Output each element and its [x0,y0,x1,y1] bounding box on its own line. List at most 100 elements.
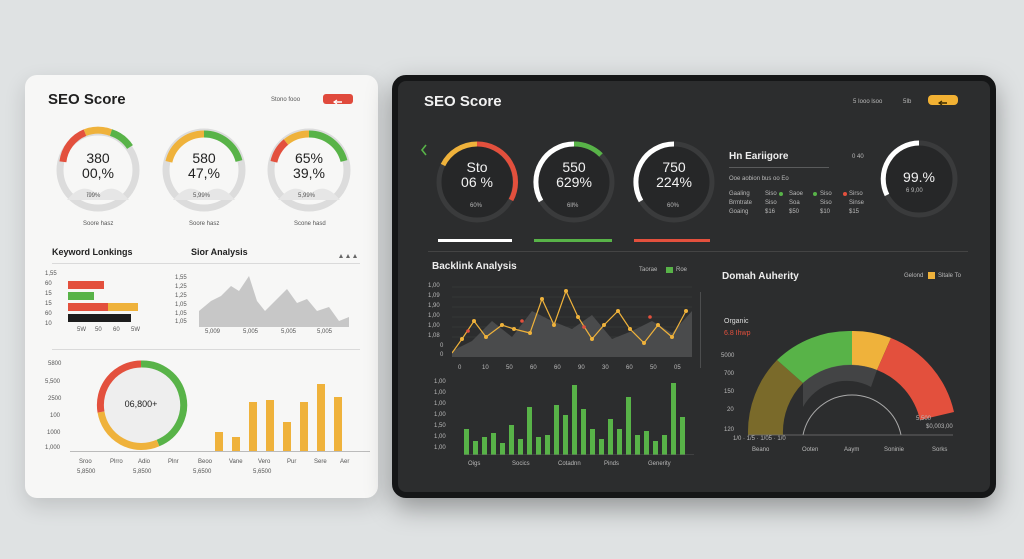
header-link[interactable]: 5 Iooo lsoo [853,99,883,105]
backlink-title: Backlink Analysis [432,261,517,272]
x-tick: Sere [314,459,327,465]
legend-item: Taorae [639,267,658,273]
keyword-bar [68,303,108,311]
x-tick: 5,005 [281,329,297,335]
x-tick: Beano [752,447,770,453]
gauge-ring [267,128,351,212]
y-tick: 1,50 [434,423,446,429]
gauge-card-3: 65% 39,% 5,99% Scone hasd [264,125,354,227]
y-tick: 1,05 [175,319,187,325]
gauge-card-1: 380 00,% ΐ99% Soore hasz [53,125,143,227]
gauge-label: 60% [470,203,483,209]
x-value: 5,8500 [133,469,152,475]
header-link[interactable]: Stono fooo [271,97,301,103]
gauge-label: 5,99% [298,193,316,199]
table-cell: Goaing [729,209,749,215]
gauge-label: 5,99% [193,193,211,199]
gauge-ring [880,140,958,218]
y-tick: 1,90 [428,303,440,309]
gauge-ring [436,141,519,223]
gauge-sub-value: 629% [556,174,592,190]
x-tick: Plrro [110,459,123,465]
x-tick: Cotadnn [558,461,581,467]
gauge-label: 6ll% [567,203,579,209]
y-tick: 2500 [48,396,62,402]
gauge-underline [634,239,710,242]
x-value: 5,6500 [193,469,212,475]
x-value: 5,8500 [77,469,96,475]
y-tick: 0 [440,352,444,358]
backlink-bar-chart: 1,00 1,00 1,00 1,00 1,50 1,00 1,00 [428,379,698,459]
y-tick: 1,00 [434,401,446,407]
legend-swatch [928,272,935,279]
y-tick: 700 [724,371,735,377]
table-cell: Siso [820,191,832,197]
gauge-sub-value: 00,% [82,165,114,181]
x-tick: Sorks [932,447,948,453]
y-tick: 1,05 [175,311,187,317]
gauge-caption: Soore hasz [83,221,114,227]
divider [52,263,360,264]
y-tick: 150 [724,389,735,395]
x-tick: Ooten [802,447,819,453]
y-tick: 10 [45,321,52,327]
x-tick: 90 [578,365,585,371]
divider [52,349,360,350]
bar [249,402,257,451]
x-tick: Aaym [844,447,860,453]
legend-item: Gelond [904,273,924,279]
table-cell: $10 [820,209,831,215]
gauge-value: 550 [562,159,586,175]
legend-swatch [666,267,673,273]
domain-authority-gauge [747,330,954,436]
gauge-ring [533,141,615,223]
divider [428,251,968,252]
header-button[interactable] [323,94,353,105]
table-cell: Saoe [789,191,804,197]
y-tick: 1,09 [428,293,440,299]
table-cell: $16 [765,209,776,215]
light-dashboard-panel: SEO Score Stono fooo 380 00,% ΐ99% Soore… [25,75,378,498]
table-cell: Siso [765,191,777,197]
x-tick: Vero [258,459,271,465]
backlink-line-chart: 1,00 1,09 1,90 1,00 1,00 1,08 0 0 [428,277,698,363]
gauge-value: 99.% [903,169,935,185]
traffic-donut-chart: 06,800+ [93,357,189,453]
gauge-sub-value: 39,% [293,165,325,181]
keyword-bar-chart: 1,55 60 15 15 60 10 5W 50 60 5W [45,271,165,336]
bar [232,437,240,451]
x-tick: Soninie [884,447,905,453]
arrow-icon [937,100,947,106]
x-tick: 60 [113,327,120,333]
y-tick: 1,00 [434,379,446,385]
table-cell: Soa [789,200,800,206]
x-tick: 5,005 [317,329,333,335]
y-tick: 5800 [48,361,62,367]
gauge-label: 60% [667,203,680,209]
more-icon[interactable] [338,247,358,265]
y-tick: 1,25 [175,293,187,299]
bar [317,384,325,451]
y-tick: 1,00 [434,434,446,440]
domain-axis-ticks: 1/0 · 1/5 · 1/05 · 1/0 [733,436,786,442]
keyword-bar [108,303,138,311]
y-tick: 5,500 [45,379,61,385]
status-dot [843,192,847,196]
table-cell: Siso [820,200,832,206]
donut-center-value: 06,800+ [124,399,158,409]
gauge-value: Sto [466,159,488,175]
arrow-icon [332,99,342,105]
gauge-card-3: 750 224% 60% [629,137,719,227]
y-tick: 1,08 [428,333,440,339]
header-button[interactable] [928,95,958,106]
keyword-bar [68,292,94,300]
legend-item: Sltale To [938,273,961,279]
x-tick: 50 [650,365,657,371]
gauge-value: 580 [192,150,216,166]
engagement-value: 0 40 [852,154,864,160]
divider [729,167,829,168]
status-dot [813,192,817,196]
chevron-left-icon[interactable] [420,143,428,161]
x-tick: Sroo [79,459,92,465]
x-tick: 5,009 [205,329,221,335]
